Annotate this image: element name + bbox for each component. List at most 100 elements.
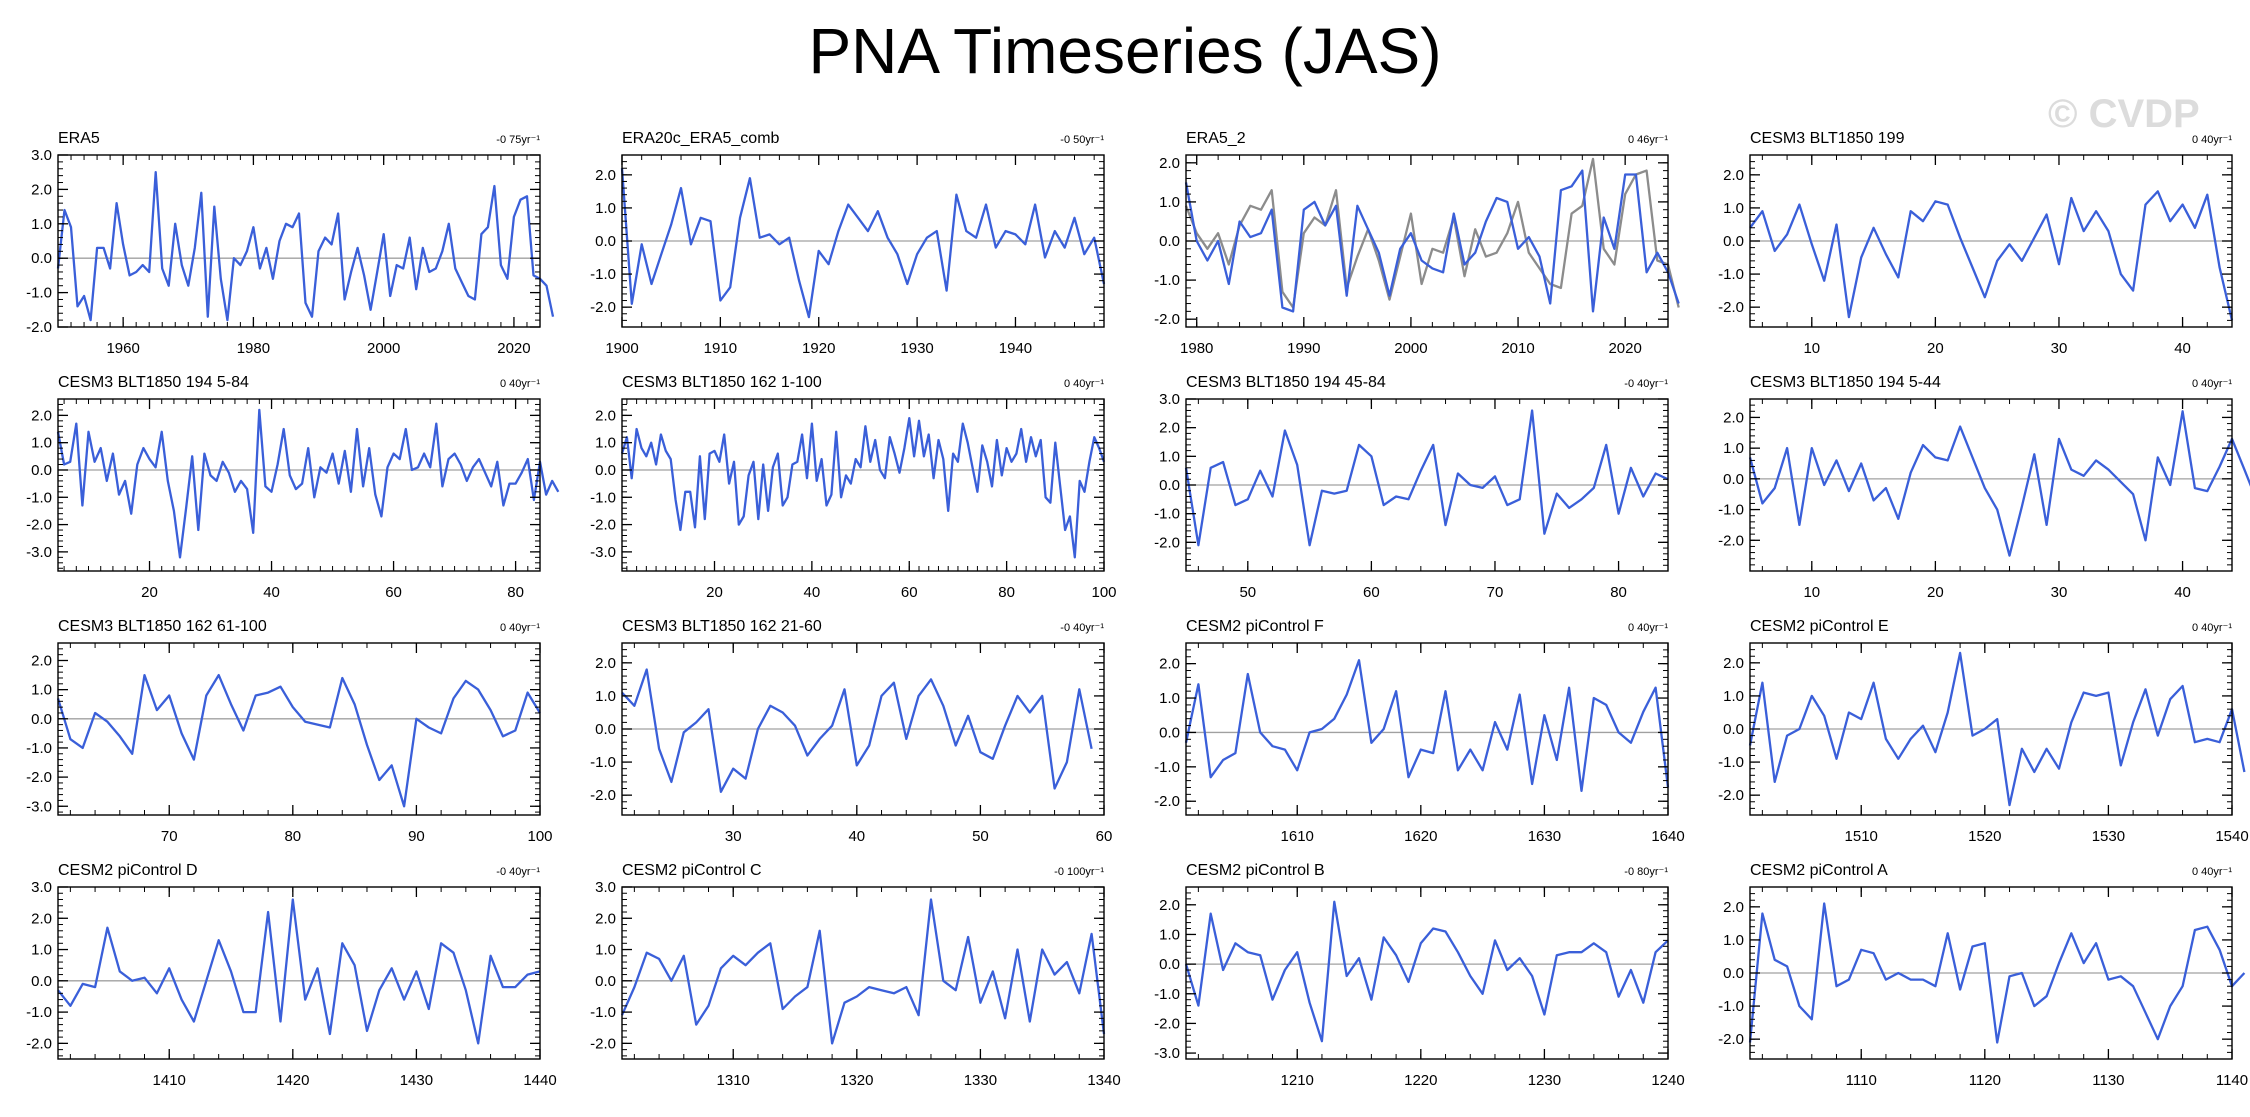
x-tick-label: 1310 <box>717 1072 750 1089</box>
x-tick-label: 1540 <box>2215 828 2248 845</box>
series-line <box>620 416 1106 559</box>
series-line <box>57 898 541 1045</box>
y-tick-label: 2.0 <box>31 181 52 198</box>
x-tick-label: 40 <box>848 828 865 845</box>
y-tick-label: 1.0 <box>595 942 616 959</box>
panel-title: CESM3 BLT1850 162 61-100 <box>58 618 267 635</box>
y-tick-label: -1.0 <box>26 285 52 302</box>
y-tick-label: 0.0 <box>1723 471 1744 488</box>
plot-frame <box>1185 642 1669 816</box>
x-tick-label: 30 <box>2051 584 2068 601</box>
trend-label: 0 40yr⁻¹ <box>2192 866 2232 878</box>
x-tick-label: 1340 <box>1087 1072 1120 1089</box>
trend-label: 0 40yr⁻¹ <box>1064 378 1104 390</box>
y-tick-label: 0.0 <box>595 973 616 990</box>
x-tick-label: 60 <box>385 584 402 601</box>
series-line <box>56 171 555 322</box>
series-line <box>620 168 1106 319</box>
series-line <box>620 898 1106 1045</box>
plot-frame <box>57 886 541 1060</box>
y-tick-label: -1.0 <box>590 489 616 506</box>
x-tick-label: 60 <box>901 584 918 601</box>
series-line <box>1748 902 2246 1044</box>
chart-panel: 1960 1980 2000 2020 -2.0 -1.0 0.0 1.0 2.0 3.0 ERA5… <box>26 130 555 357</box>
x-tick-label: 1980 <box>1180 340 1213 357</box>
y-tick-label: 1.0 <box>1159 194 1180 211</box>
y-tick-label: 2.0 <box>595 167 616 184</box>
y-tick-label: -2.0 <box>590 517 616 534</box>
y-tick-label: 0.0 <box>1723 965 1744 982</box>
y-tick-label: 2.0 <box>31 652 52 669</box>
panel-title: CESM3 BLT1850 194 45-84 <box>1186 374 1386 391</box>
x-tick-label: 50 <box>1239 584 1256 601</box>
y-tick-label: -1.0 <box>1718 754 1744 771</box>
x-tick-label: 20 <box>706 584 723 601</box>
panel-title: CESM2 piControl F <box>1186 618 1324 635</box>
y-tick-label: -3.0 <box>1154 1045 1180 1062</box>
y-tick-label: -1.0 <box>26 489 52 506</box>
y-tick-label: -1.0 <box>1154 506 1180 523</box>
plot-frame <box>57 642 541 816</box>
y-tick-label: 1.0 <box>595 688 616 705</box>
panel-title: CESM3 BLT1850 162 21-60 <box>622 618 822 635</box>
plot-frame <box>57 398 541 572</box>
y-tick-label: -1.0 <box>1718 266 1744 283</box>
y-tick-label: -1.0 <box>1718 998 1744 1015</box>
trend-label: 0 46yr⁻¹ <box>1628 134 1668 146</box>
y-tick-label: 2.0 <box>31 407 52 424</box>
y-tick-label: 1.0 <box>31 216 52 233</box>
x-tick-label: 1930 <box>900 340 933 357</box>
x-tick-label: 1420 <box>276 1072 309 1089</box>
y-tick-label: -1.0 <box>1154 272 1180 289</box>
y-tick-label: 1.0 <box>595 435 616 452</box>
y-tick-label: 1.0 <box>1723 200 1744 217</box>
x-tick-label: 1610 <box>1281 828 1314 845</box>
y-tick-label: 0.0 <box>31 462 52 479</box>
y-tick-label: 2.0 <box>1723 655 1744 672</box>
y-tick-label: 3.0 <box>595 879 616 896</box>
y-tick-label: -1.0 <box>26 740 52 757</box>
y-tick-label: -1.0 <box>590 754 616 771</box>
x-tick-label: 80 <box>998 584 1015 601</box>
panel-title: CESM3 BLT1850 194 5-44 <box>1750 374 1941 391</box>
trend-label: -0 40yr⁻¹ <box>496 866 540 878</box>
y-tick-label: -2.0 <box>1154 793 1180 810</box>
x-tick-label: 40 <box>263 584 280 601</box>
y-tick-label: -2.0 <box>1154 534 1180 551</box>
y-tick-label: -1.0 <box>1154 759 1180 776</box>
x-tick-label: 2010 <box>1501 340 1534 357</box>
panel-title: CESM2 piControl B <box>1186 862 1325 879</box>
x-tick-label: 1110 <box>1846 1072 1877 1089</box>
x-tick-label: 70 <box>1487 584 1504 601</box>
trend-label: -0 50yr⁻¹ <box>1060 134 1104 146</box>
chart-panel: 1900 1910 1920 1930 1940 -2.0 -1.0 0.0 1.0 2.0 ERA… <box>590 130 1106 357</box>
chart-panel: 1980 1990 2000 2010 2020 -2.0 -1.0 0.0 1.0 2.0 ERA… <box>1154 130 1680 357</box>
x-tick-label: 1430 <box>400 1072 433 1089</box>
series-line <box>621 668 1093 793</box>
y-tick-label: -2.0 <box>1718 299 1744 316</box>
y-tick-label: -2.0 <box>1718 787 1744 804</box>
chart-panel: 1410 1420 1430 1440 -2.0 -1.0 0.0 1.0 2.0 3.0 CESM… <box>26 862 557 1089</box>
y-tick-label: 0.0 <box>1159 724 1180 741</box>
y-tick-label: 2.0 <box>595 407 616 424</box>
x-tick-label: 1910 <box>704 340 737 357</box>
y-tick-label: 0.0 <box>31 973 52 990</box>
x-tick-label: 2020 <box>1608 340 1641 357</box>
y-tick-label: 2.0 <box>595 910 616 927</box>
x-tick-label: 1630 <box>1528 828 1561 845</box>
y-tick-label: 0.0 <box>595 721 616 738</box>
chart-panel: 30 40 50 60 -2.0 -1.0 0.0 1.0 2.0 CESM3 BLT1850 1… <box>590 618 1112 845</box>
x-tick-label: 1510 <box>1845 828 1878 845</box>
x-tick-label: 90 <box>408 828 425 845</box>
y-tick-label: -2.0 <box>26 319 52 336</box>
x-tick-label: 1240 <box>1651 1072 1684 1089</box>
plot-frame <box>1749 398 2233 572</box>
series-line <box>1184 900 1669 1043</box>
x-tick-label: 1210 <box>1281 1072 1314 1089</box>
x-tick-label: 40 <box>2174 584 2191 601</box>
x-tick-label: 1990 <box>1287 340 1320 357</box>
y-tick-label: -3.0 <box>26 544 52 561</box>
x-tick-label: 100 <box>1091 584 1116 601</box>
x-tick-label: 2020 <box>497 340 530 357</box>
